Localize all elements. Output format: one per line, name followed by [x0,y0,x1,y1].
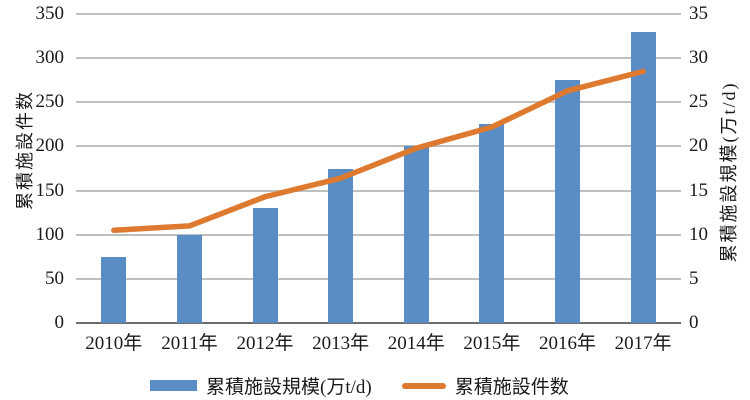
left-axis-tick-label: 0 [54,312,65,333]
left-axis-tick-label: 150 [35,179,65,201]
bar-2011年 [176,234,202,323]
right-axis-tick-label: 5 [689,267,699,289]
left-axis-tick-label: 200 [35,135,65,157]
trend-line [111,68,646,234]
legend-label-count: 累積施設件数 [454,377,569,398]
right-axis-tick-label: 0 [689,312,699,333]
bar-2012年 [252,208,278,323]
bar-2016年 [555,80,581,323]
right-axis-tick-label: 15 [689,179,708,201]
gridline [76,233,681,236]
legend-item-count: 累積施設件数 [401,372,569,399]
legend-label-scale: 累積施設規模(万t/d) [206,377,372,398]
legend-item-scale: 累積施設規模(万t/d) [150,372,372,399]
x-axis-tick-label: 2015年 [463,333,521,354]
legend-bar-swatch-icon [150,380,197,391]
x-axis-tick-label: 2013年 [312,333,370,354]
right-axis-tick-label: 25 [689,91,708,113]
right-axis-tick-label: 30 [689,47,708,69]
bar-2014年 [403,146,429,323]
x-axis-tick-label: 2012年 [236,333,294,354]
gridline [76,101,681,104]
bar-2013年 [328,168,354,323]
left-axis-tick-label: 100 [35,223,65,245]
x-axis-tick-label: 2011年 [161,333,218,354]
left-axis-tick-label: 300 [35,47,65,69]
left-axis-tick-label: 250 [35,91,65,113]
gridline [76,277,681,280]
x-axis-tick-label: 2010年 [85,333,143,354]
gridline [76,189,681,192]
gridline [76,57,681,60]
right-axis-tick-label: 10 [689,223,708,245]
x-axis-tick-label: 2017年 [614,333,672,354]
x-axis-tick-label: 2014年 [387,333,445,354]
right-axis-tick-label: 20 [689,135,708,157]
left-axis-tick-label: 50 [45,267,64,289]
bar-2017年 [630,31,656,323]
bar-2010年 [101,256,127,323]
gridline [76,13,681,15]
right-axis-tick-label: 35 [689,3,708,24]
x-axis-line [76,322,681,324]
legend-line-swatch-icon [401,382,446,389]
legend: 累積施設規模(万t/d) 累積施設件数 [150,372,569,399]
left-axis-tick-label: 350 [35,3,65,24]
gridline [76,145,681,148]
bar-2015年 [479,124,505,323]
x-axis-tick-label: 2016年 [539,333,597,354]
